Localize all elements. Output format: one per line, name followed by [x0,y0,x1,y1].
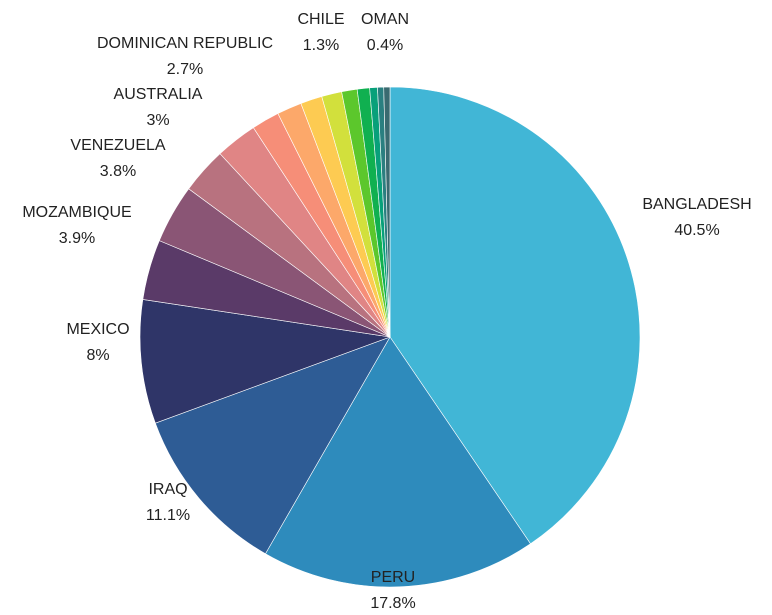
value-label: 0.4% [367,37,403,54]
value-label: 3.8% [100,163,136,180]
slice-label: MEXICO [66,321,129,338]
slice-label: MOZAMBIQUE [22,204,131,221]
slice-label: VENEZUELA [70,137,165,154]
value-label: 3% [146,112,169,129]
slice-label: IRAQ [148,481,187,498]
slice [383,86,391,338]
value-label: 3.9% [59,230,95,247]
value-label: 17.8% [370,595,415,612]
slice-label: BANGLADESH [642,196,751,213]
slice-label: DOMINICAN REPUBLIC [97,35,273,52]
slice-label: AUSTRALIA [114,86,203,103]
slice-label: PERU [371,569,415,586]
slice [389,86,641,545]
value-label: 1.3% [303,37,339,54]
slice-label: CHILE [297,11,344,28]
value-label: 8% [86,347,109,364]
slice [139,299,391,424]
slice-label: OMAN [361,11,409,28]
value-label: 11.1% [146,507,190,524]
value-label: 40.5% [674,222,719,239]
value-label: 2.7% [167,61,203,78]
slice [265,336,531,588]
slice [154,336,391,555]
